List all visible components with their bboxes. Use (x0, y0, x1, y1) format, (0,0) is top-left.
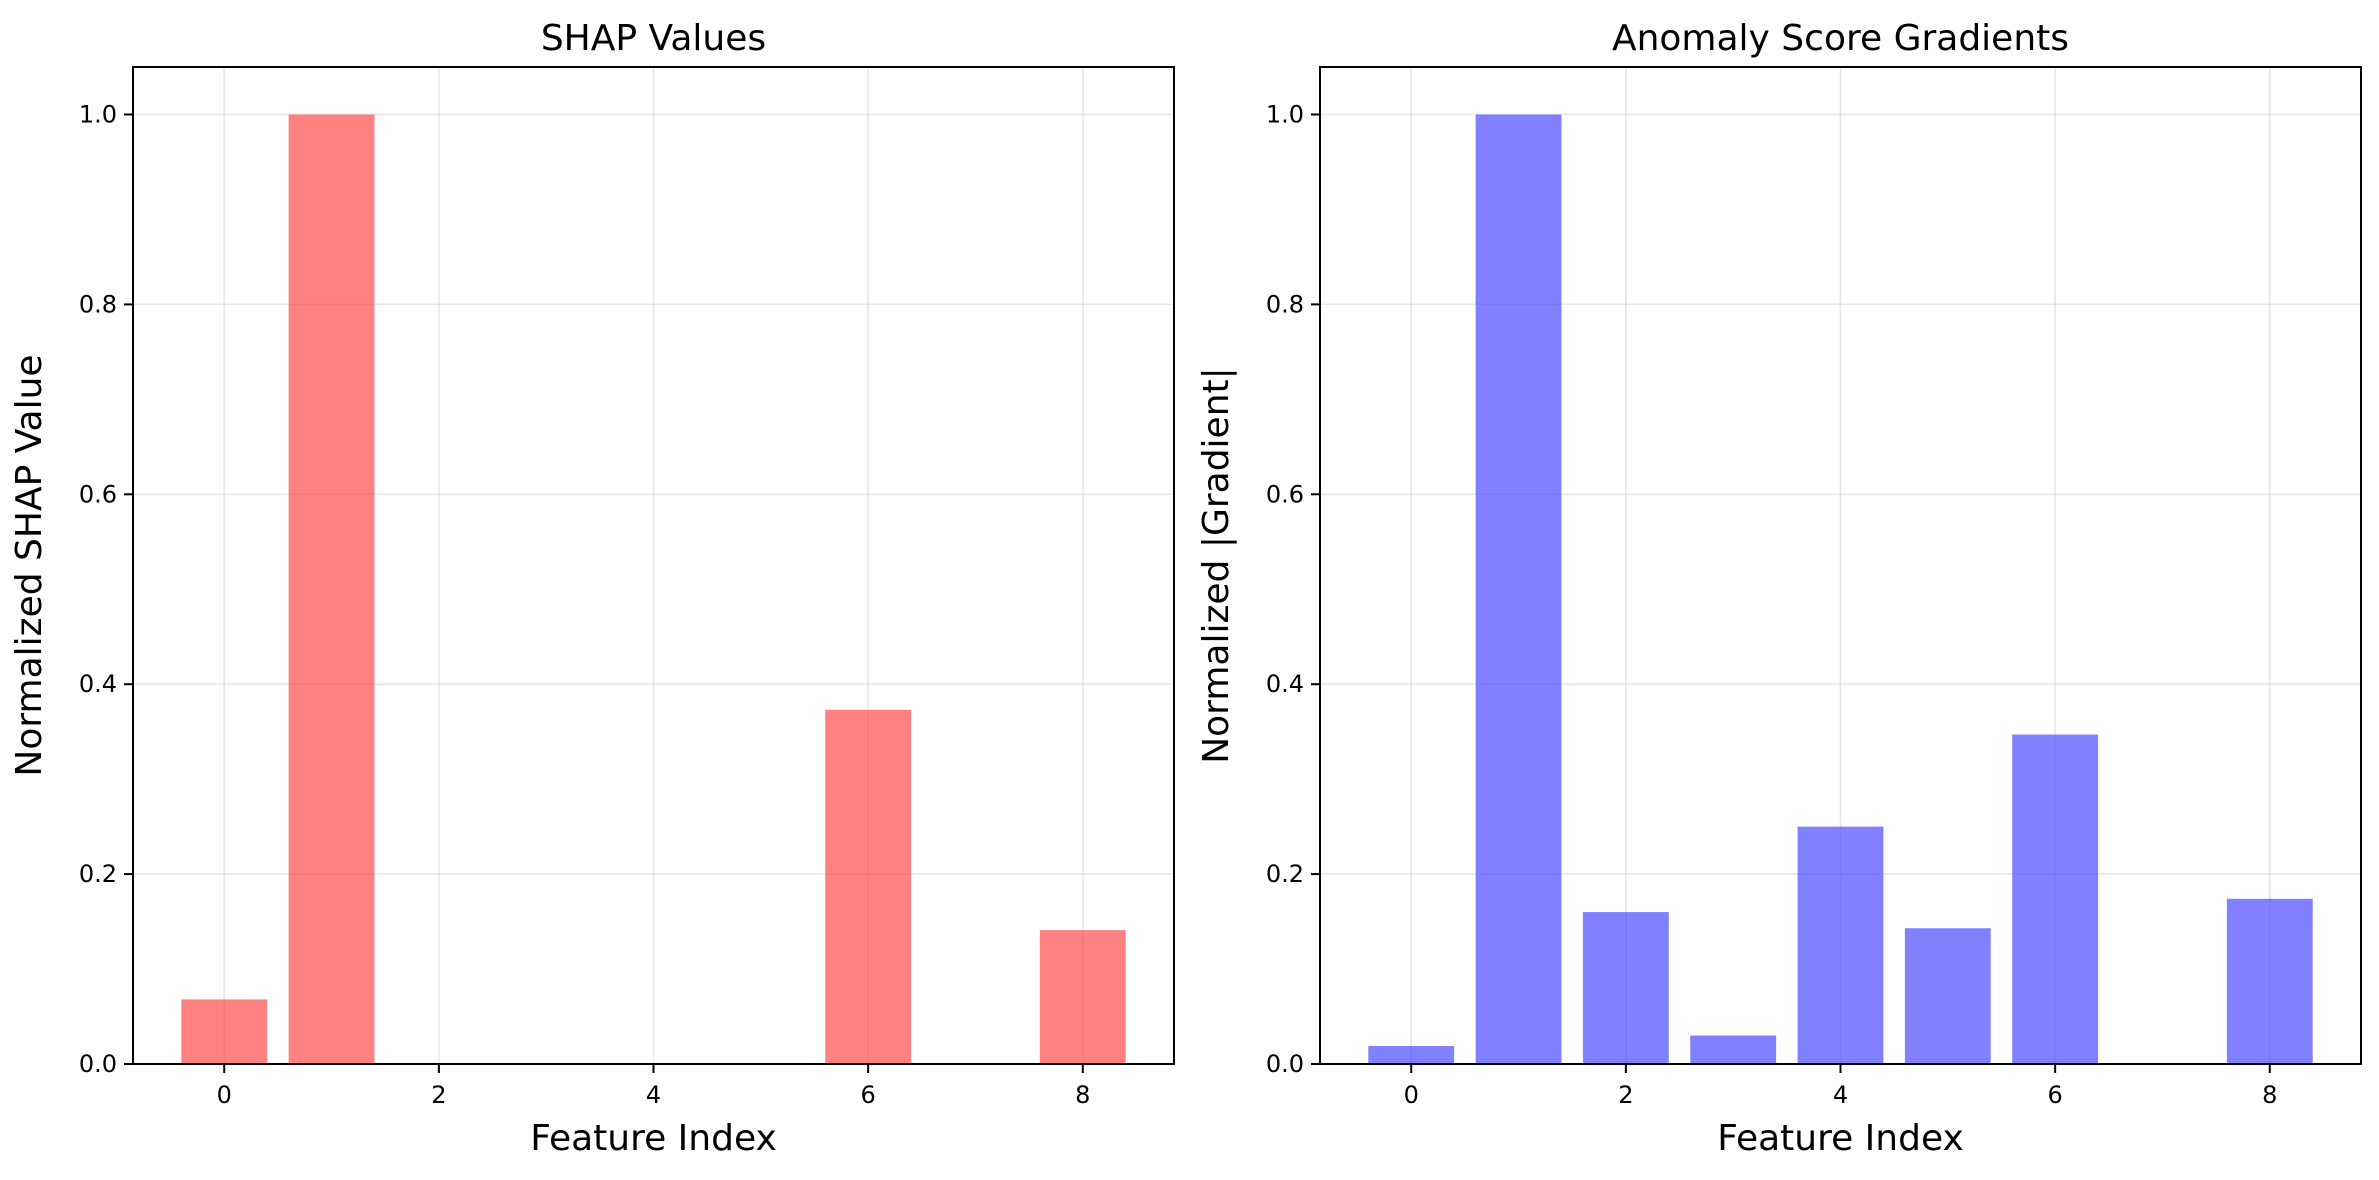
bar (1904, 928, 1991, 1064)
y-tick-label: 0.4 (79, 670, 117, 698)
y-axis-label: Normalized |Gradient| (1196, 367, 1237, 764)
y-tick-label: 0.0 (79, 1050, 117, 1078)
x-tick-label: 6 (860, 1081, 875, 1109)
bar (825, 709, 912, 1064)
y-tick-label: 0.2 (1266, 860, 1304, 888)
y-tick-label: 1.0 (1266, 100, 1304, 128)
x-tick-label: 2 (431, 1081, 446, 1109)
bar (2226, 898, 2313, 1064)
y-tick-label: 0.0 (1266, 1050, 1304, 1078)
bar (1475, 114, 1562, 1064)
bar (288, 114, 375, 1064)
y-axis-label: Normalized SHAP Value (9, 354, 50, 776)
chart-title: Anomaly Score Gradients (1612, 18, 2069, 59)
bar (181, 999, 268, 1064)
bar (1582, 912, 1669, 1064)
x-tick-label: 0 (1404, 1081, 1419, 1109)
y-tick-label: 1.0 (79, 100, 117, 128)
x-axis-label: Feature Index (530, 1118, 777, 1159)
y-tick-label: 0.2 (79, 860, 117, 888)
x-tick-label: 0 (217, 1081, 232, 1109)
x-tick-label: 4 (1833, 1081, 1848, 1109)
bar (1039, 930, 1126, 1064)
y-tick-label: 0.4 (1266, 670, 1304, 698)
y-tick-label: 0.6 (79, 480, 117, 508)
x-tick-label: 8 (1075, 1081, 1090, 1109)
bar (1368, 1045, 1455, 1064)
x-tick-label: 4 (646, 1081, 661, 1109)
x-tick-label: 2 (1618, 1081, 1633, 1109)
x-tick-label: 6 (2047, 1081, 2062, 1109)
y-tick-label: 0.8 (79, 290, 117, 318)
x-tick-label: 8 (2262, 1081, 2277, 1109)
y-tick-label: 0.6 (1266, 480, 1304, 508)
bar (1690, 1035, 1777, 1064)
chart-title: SHAP Values (541, 18, 766, 59)
bar (2012, 734, 2099, 1064)
bar (1797, 826, 1884, 1064)
y-tick-label: 0.8 (1266, 290, 1304, 318)
x-axis-label: Feature Index (1717, 1118, 1964, 1159)
